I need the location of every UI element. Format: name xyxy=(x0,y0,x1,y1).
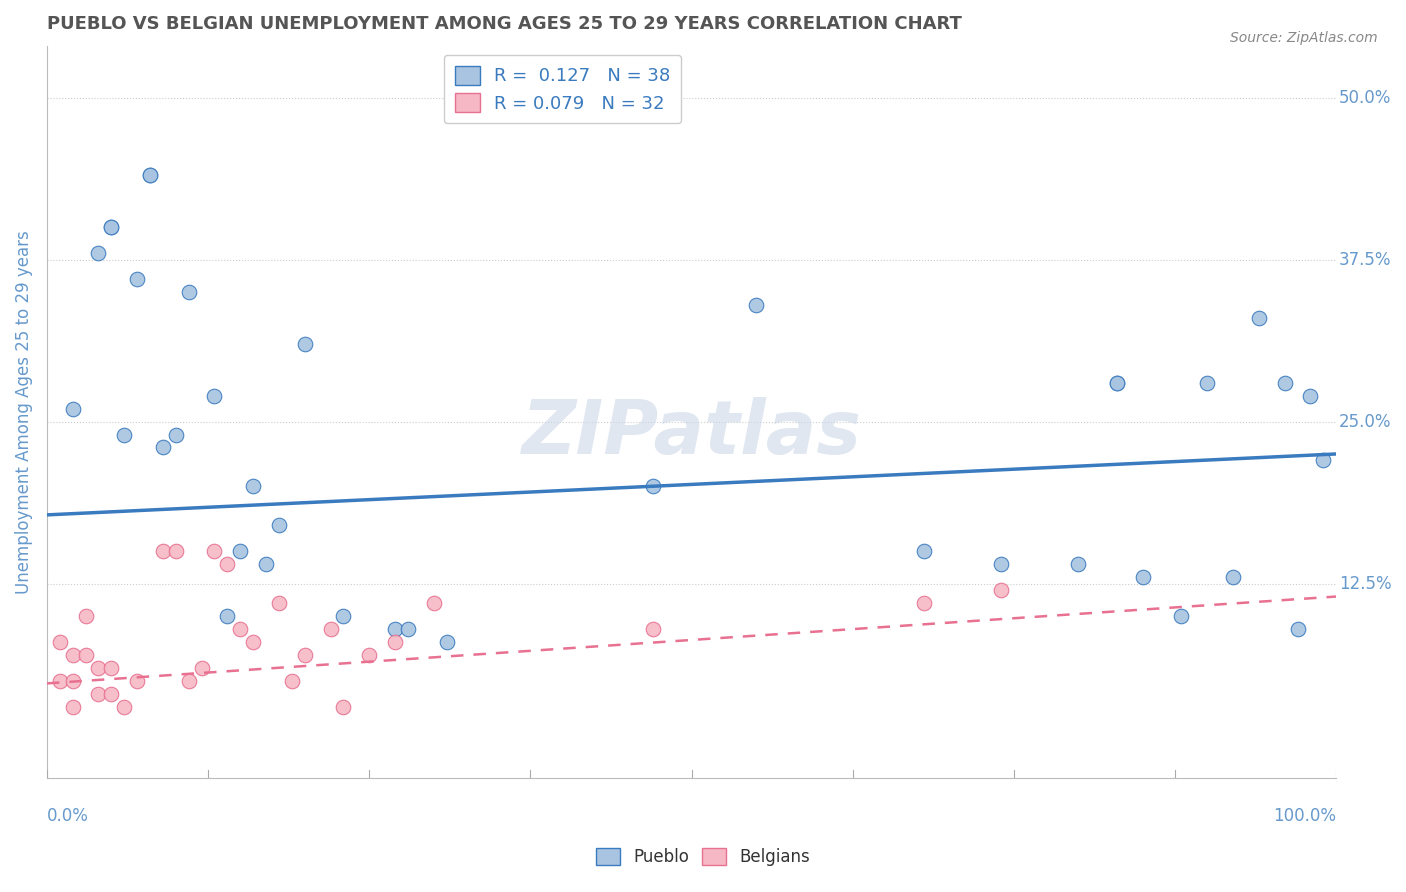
Point xyxy=(152,544,174,558)
Point xyxy=(190,661,212,675)
Point xyxy=(990,557,1012,571)
Point xyxy=(242,635,264,649)
Point xyxy=(75,609,97,624)
Y-axis label: Unemployment Among Ages 25 to 29 years: Unemployment Among Ages 25 to 29 years xyxy=(15,230,32,594)
Point xyxy=(112,699,135,714)
Point xyxy=(1067,557,1090,571)
Point xyxy=(217,557,239,571)
Text: 12.5%: 12.5% xyxy=(1339,574,1392,592)
Point xyxy=(100,661,122,675)
Point xyxy=(267,518,290,533)
Point xyxy=(49,673,72,688)
Text: Source: ZipAtlas.com: Source: ZipAtlas.com xyxy=(1230,31,1378,45)
Point xyxy=(165,544,187,558)
Point xyxy=(139,169,162,183)
Point xyxy=(217,609,239,624)
Text: 50.0%: 50.0% xyxy=(1339,88,1391,106)
Point xyxy=(1274,376,1296,390)
Point xyxy=(641,622,664,636)
Point xyxy=(1222,570,1244,584)
Text: 25.0%: 25.0% xyxy=(1339,413,1392,431)
Point xyxy=(384,622,406,636)
Point xyxy=(204,544,226,558)
Point xyxy=(229,622,252,636)
Point xyxy=(177,673,200,688)
Point xyxy=(294,336,316,351)
Legend: Pueblo, Belgians: Pueblo, Belgians xyxy=(588,840,818,875)
Point xyxy=(294,648,316,662)
Point xyxy=(62,648,84,662)
Point xyxy=(1312,453,1334,467)
Legend: R =  0.127   N = 38, R = 0.079   N = 32: R = 0.127 N = 38, R = 0.079 N = 32 xyxy=(444,54,682,123)
Text: 37.5%: 37.5% xyxy=(1339,251,1392,268)
Point xyxy=(87,687,110,701)
Point xyxy=(745,298,768,312)
Text: 0.0%: 0.0% xyxy=(46,807,89,825)
Point xyxy=(49,635,72,649)
Point xyxy=(87,246,110,260)
Point xyxy=(112,427,135,442)
Text: PUEBLO VS BELGIAN UNEMPLOYMENT AMONG AGES 25 TO 29 YEARS CORRELATION CHART: PUEBLO VS BELGIAN UNEMPLOYMENT AMONG AGE… xyxy=(46,15,962,33)
Point xyxy=(87,661,110,675)
Point xyxy=(62,673,84,688)
Point xyxy=(1197,376,1219,390)
Point xyxy=(422,596,444,610)
Point xyxy=(139,169,162,183)
Point xyxy=(100,687,122,701)
Text: ZIPatlas: ZIPatlas xyxy=(522,397,862,470)
Text: 100.0%: 100.0% xyxy=(1274,807,1336,825)
Point xyxy=(1132,570,1154,584)
Point xyxy=(1170,609,1192,624)
Point xyxy=(436,635,458,649)
Point xyxy=(267,596,290,610)
Point xyxy=(165,427,187,442)
Point xyxy=(641,479,664,493)
Point xyxy=(229,544,252,558)
Point xyxy=(152,441,174,455)
Point xyxy=(912,544,935,558)
Point xyxy=(62,699,84,714)
Point xyxy=(204,389,226,403)
Point xyxy=(396,622,419,636)
Point xyxy=(332,699,354,714)
Point xyxy=(100,220,122,235)
Point xyxy=(100,220,122,235)
Point xyxy=(254,557,277,571)
Point xyxy=(912,596,935,610)
Point xyxy=(990,583,1012,598)
Point xyxy=(127,673,149,688)
Point xyxy=(1286,622,1309,636)
Point xyxy=(1105,376,1128,390)
Point xyxy=(1105,376,1128,390)
Point xyxy=(177,285,200,299)
Point xyxy=(127,272,149,286)
Point xyxy=(62,401,84,416)
Point xyxy=(319,622,342,636)
Point xyxy=(359,648,381,662)
Point xyxy=(242,479,264,493)
Point xyxy=(384,635,406,649)
Point xyxy=(1299,389,1322,403)
Point xyxy=(332,609,354,624)
Point xyxy=(1247,310,1270,325)
Point xyxy=(281,673,304,688)
Point xyxy=(75,648,97,662)
